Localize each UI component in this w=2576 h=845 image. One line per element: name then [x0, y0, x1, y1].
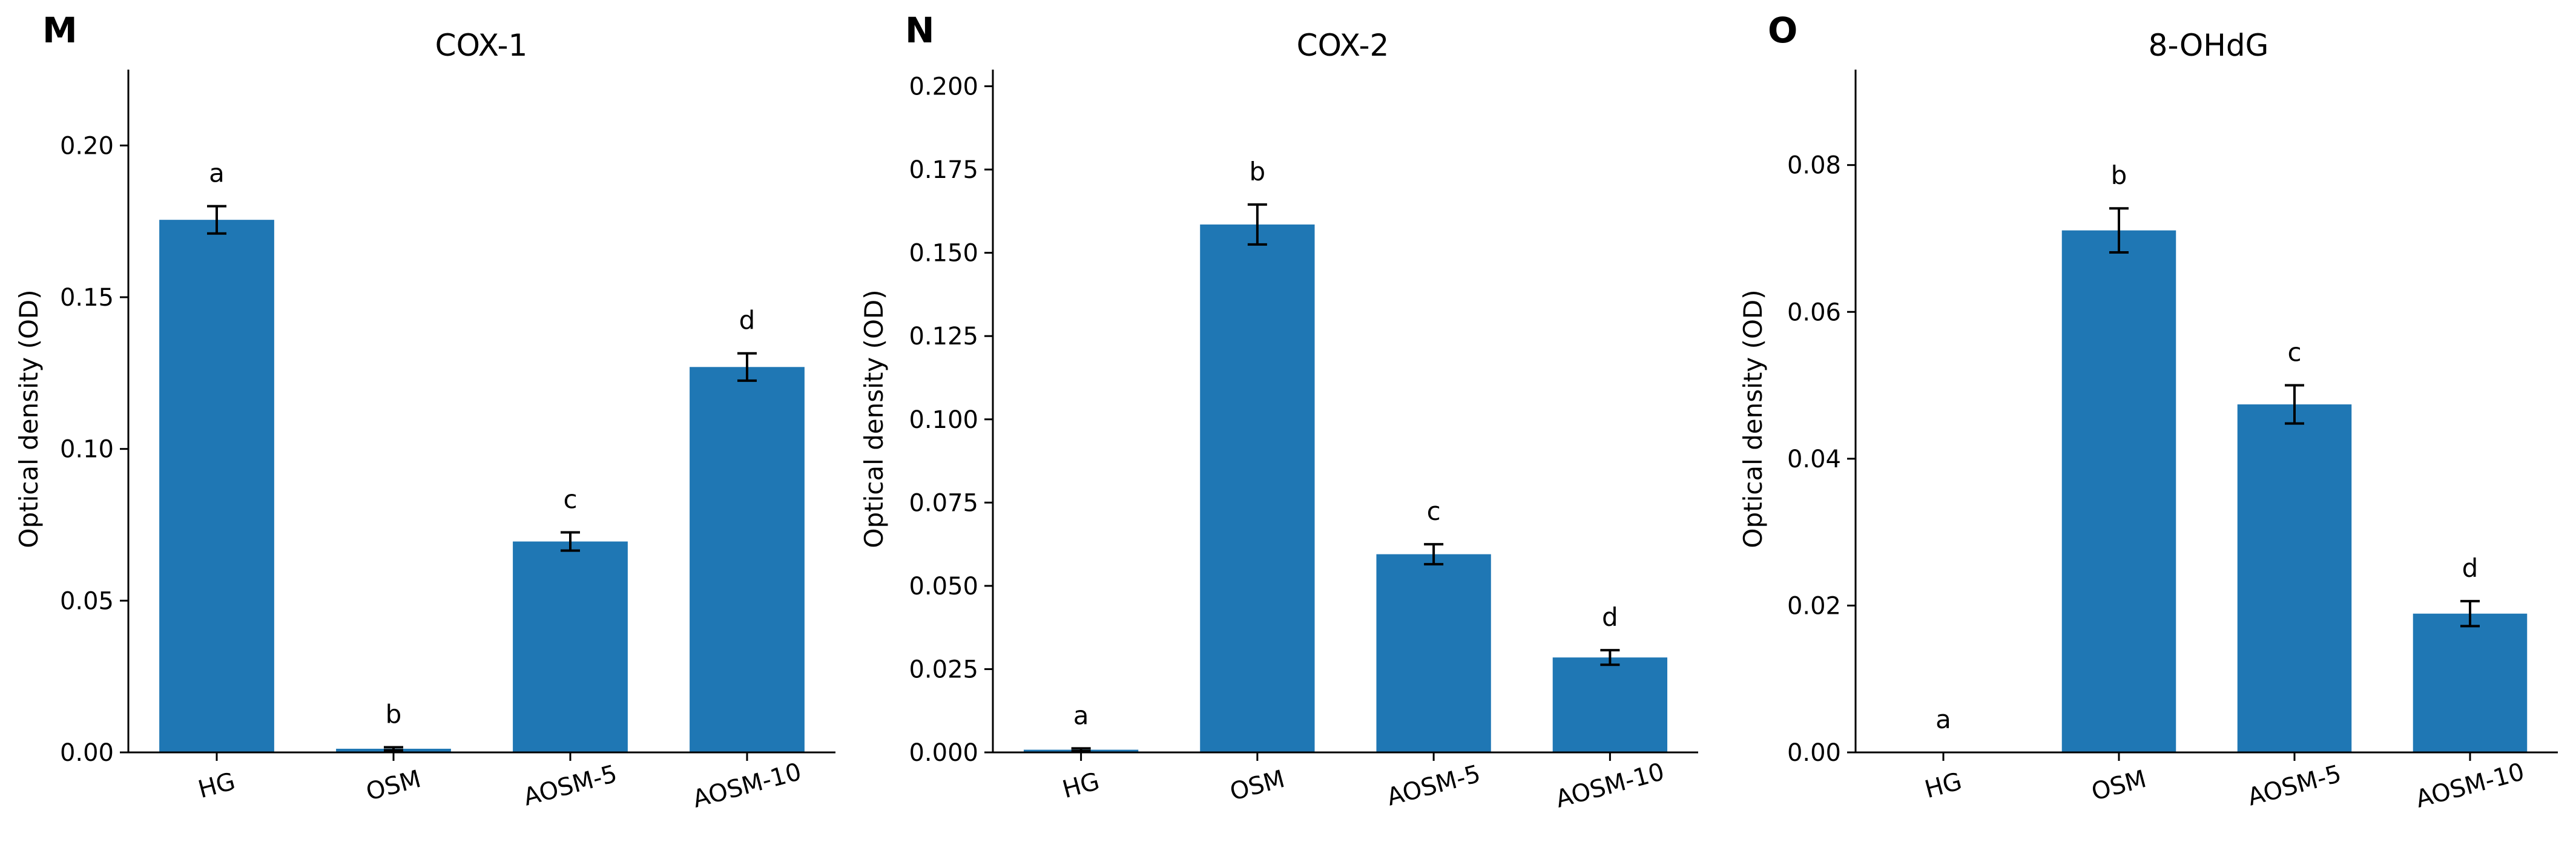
y-tick-label: 0.00: [60, 739, 114, 767]
y-tick-label: 0.04: [1787, 446, 1841, 473]
bar: [1200, 224, 1315, 752]
y-tick-label: 0.000: [909, 739, 978, 767]
significance-label: b: [2111, 160, 2127, 190]
significance-label: b: [1250, 157, 1266, 186]
y-tick-label: 0.075: [909, 489, 978, 517]
y-axis-label: Optical density (OD): [859, 289, 889, 548]
significance-label: d: [1602, 602, 1618, 632]
significance-label: b: [386, 699, 402, 729]
significance-label: c: [2287, 338, 2301, 367]
y-tick-label: 0.100: [909, 406, 978, 434]
y-tick-label: 0.15: [60, 284, 114, 312]
chart-panel-m: M COX-1 Optical density (OD) 0.00 0.05 0.1…: [14, 10, 835, 814]
significance-label: a: [1073, 700, 1089, 730]
bar: [2237, 404, 2352, 752]
y-tick-label: 0.05: [60, 587, 114, 615]
chart-panel-n: N COX-2 Optical density (OD) 0.0000.0250…: [859, 10, 1698, 814]
significance-label: c: [563, 485, 577, 515]
bar: [690, 367, 805, 752]
bar: [513, 541, 628, 752]
y-tick-label: 0.06: [1787, 298, 1841, 326]
y-tick-label: 0.050: [909, 573, 978, 600]
chart-marks: 0.000.050.100.150.20aHGbOSMcAOSM-5dAOSM-…: [60, 70, 835, 814]
bar: [2061, 230, 2176, 752]
significance-label: a: [1935, 705, 1951, 734]
bar: [1552, 657, 1668, 752]
y-tick-label: 0.02: [1787, 592, 1841, 620]
y-tick-label: 0.20: [60, 132, 114, 160]
chart-title: COX-1: [435, 28, 528, 63]
y-axis-label: Optical density (OD): [14, 289, 44, 548]
y-tick-label: 0.08: [1787, 152, 1841, 180]
y-tick-label: 0.175: [909, 156, 978, 184]
bar: [2413, 613, 2528, 752]
significance-label: d: [2462, 553, 2479, 583]
y-tick-label: 0.125: [909, 323, 978, 350]
y-tick-label: 0.200: [909, 73, 978, 101]
panel-letter: M: [42, 10, 77, 51]
y-tick-label: 0.025: [909, 656, 978, 683]
y-tick-label: 0.150: [909, 240, 978, 268]
bar: [1376, 554, 1491, 752]
panel-letter: N: [905, 10, 935, 51]
chart-title: COX-2: [1297, 28, 1389, 63]
significance-label: c: [1427, 496, 1441, 526]
y-tick-label: 0.00: [1787, 739, 1841, 767]
panel-letter: O: [1768, 10, 1797, 51]
significance-label: d: [739, 306, 756, 335]
y-axis-label: Optical density (OD): [1738, 289, 1768, 548]
y-tick-label: 0.10: [60, 436, 114, 464]
chart-marks: 0.000 0.025 0.050 0.075 0.100 0.125 0.150 0.175…: [909, 70, 1698, 814]
bar: [159, 220, 274, 752]
significance-label: a: [209, 159, 225, 188]
chart-title: 8-OHdG: [2149, 28, 2269, 63]
